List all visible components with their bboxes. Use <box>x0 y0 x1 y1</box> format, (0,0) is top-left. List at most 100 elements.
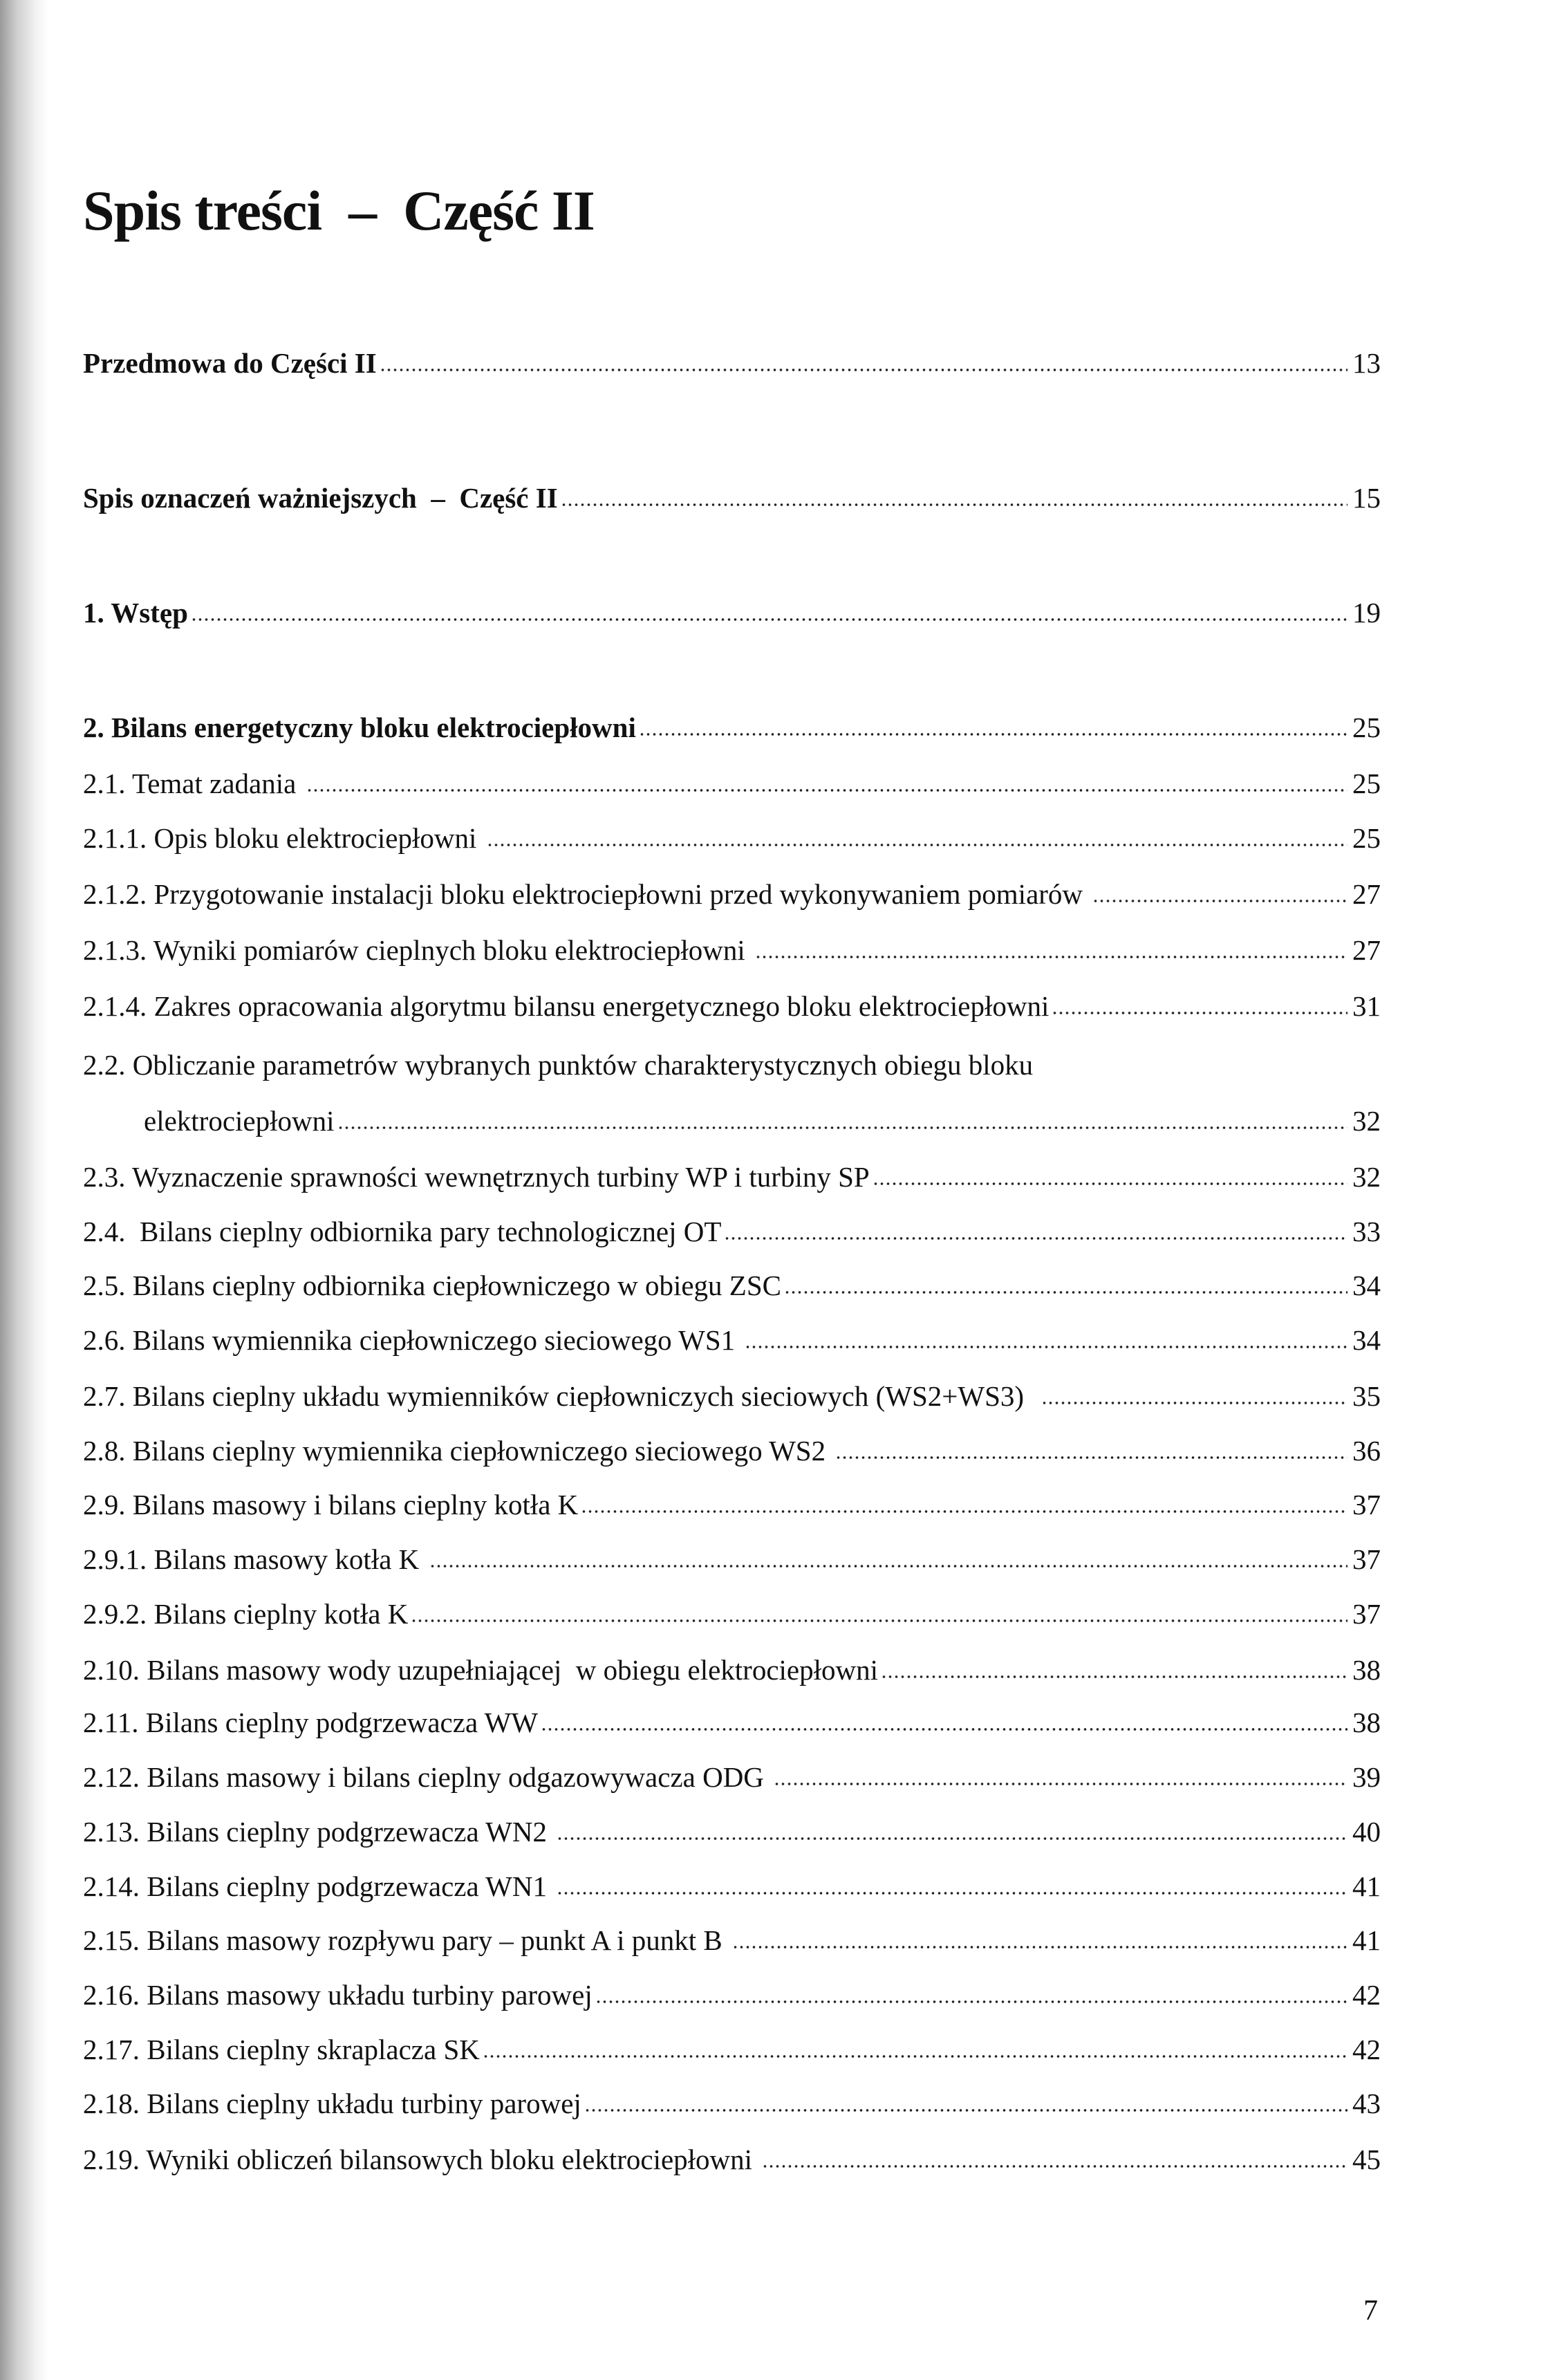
toc-entry-page: 19 <box>1352 597 1381 629</box>
toc-entry-page: 39 <box>1352 1761 1381 1794</box>
toc-entry-label: 2.9.2. Bilans cieplny kotła K <box>83 1597 409 1630</box>
toc-entry: 2.1. Temat zadania 25 <box>83 763 1381 804</box>
toc-entry-label: 2.8. Bilans cieplny wymiennika ciepłowni… <box>83 1434 833 1467</box>
toc-entry: 2.13. Bilans cieplny podgrzewacza WN2 40 <box>83 1811 1381 1852</box>
dot-leader <box>581 1509 1347 1515</box>
toc-entry-label: 2.16. Bilans masowy układu turbiny parow… <box>83 1979 593 2011</box>
toc-entry: 2. Bilans energetyczny bloku elektrociep… <box>83 707 1381 748</box>
dot-leader <box>1092 898 1347 904</box>
dot-leader <box>872 1180 1347 1187</box>
toc-entry-label: Spis oznaczeń ważniejszych – Część II <box>83 481 558 514</box>
toc-entry: 2.1.4. Zakres opracowania algorytmu bila… <box>83 985 1381 1027</box>
dot-leader <box>557 1835 1347 1841</box>
toc-entry-page: 42 <box>1352 1979 1381 2011</box>
toc-entry-page: 37 <box>1352 1489 1381 1521</box>
toc-entry-label: 2.17. Bilans cieplny skraplacza SK <box>83 2033 480 2065</box>
dot-leader <box>306 788 1347 794</box>
toc-entry: 2.6. Bilans wymiennika ciepłowniczego si… <box>83 1319 1381 1361</box>
toc-entry: 2.9.2. Bilans cieplny kotła K 37 <box>83 1593 1381 1635</box>
dot-leader <box>732 1944 1347 1951</box>
dot-leader <box>784 1290 1347 1296</box>
toc-entry: 2.11. Bilans cieplny podgrzewacza WW 38 <box>83 1702 1381 1743</box>
dot-leader <box>745 1344 1347 1350</box>
toc-entry: 2.3. Wyznaczenie sprawności wewnętrznych… <box>83 1156 1381 1198</box>
dot-leader <box>429 1563 1347 1570</box>
dot-leader <box>379 367 1347 373</box>
toc-entry-label: 2.2. Obliczanie parametrów wybranych pun… <box>83 1049 1034 1081</box>
toc-entry: 2.1.2. Przygotowanie instalacji bloku el… <box>83 873 1381 915</box>
toc-entry-label: 2.11. Bilans cieplny podgrzewacza WW <box>83 1707 539 1739</box>
toc-entry-page: 37 <box>1352 1543 1381 1576</box>
toc-entry: 2.17. Bilans cieplny skraplacza SK 42 <box>83 2029 1381 2070</box>
toc-entry-page: 31 <box>1352 989 1381 1022</box>
toc-entry: 2.1.1. Opis bloku elektrociepłowni 25 <box>83 817 1381 859</box>
toc-entry-label: 2. Bilans energetyczny bloku elektrociep… <box>83 712 636 744</box>
dot-leader <box>595 1999 1347 2005</box>
toc-entry-label: 2.10. Bilans masowy wody uzupełniającej … <box>83 1653 879 1686</box>
toc-entry-page: 41 <box>1352 1924 1381 1957</box>
dot-leader <box>638 732 1347 738</box>
toc-entry: 2.16. Bilans masowy układu turbiny parow… <box>83 1974 1381 2016</box>
toc-entry-page: 38 <box>1352 1707 1381 1739</box>
dot-leader <box>835 1454 1347 1460</box>
toc-entry-page: 43 <box>1352 2088 1381 2120</box>
toc-entry-label: 2.9.1. Bilans masowy kotła K <box>83 1543 427 1576</box>
toc-entry-label: 2.15. Bilans masowy rozpływu pary – punk… <box>83 1924 729 1957</box>
toc-entry: 2.8. Bilans cieplny wymiennika ciepłowni… <box>83 1430 1381 1471</box>
dot-leader <box>411 1617 1347 1624</box>
toc-entry-label: 2.7. Bilans cieplny układu wymienników c… <box>83 1379 1038 1412</box>
toc-entry-page: 32 <box>1352 1104 1381 1137</box>
toc-entry-page: 27 <box>1352 877 1381 910</box>
toc-entry: 2.15. Bilans masowy rozpływu pary – punk… <box>83 1919 1381 1961</box>
toc-entry: 2.7. Bilans cieplny układu wymienników c… <box>83 1375 1381 1417</box>
toc-entry-label: Przedmowa do Części II <box>83 347 377 380</box>
toc-entry-page: 45 <box>1352 2144 1381 2176</box>
toc-entry-label: 2.13. Bilans cieplny podgrzewacza WN2 <box>83 1815 554 1848</box>
toc-entry-label: 2.1.1. Opis bloku elektrociepłowni <box>83 821 484 854</box>
dot-leader <box>541 1727 1347 1733</box>
toc-entry-page: 32 <box>1352 1160 1381 1193</box>
toc-entry: elektrociepłowni 32 <box>144 1100 1381 1142</box>
dot-leader <box>881 1673 1347 1680</box>
toc-entry-label: 2.12. Bilans masowy i bilans cieplny odg… <box>83 1761 772 1794</box>
toc-entry-label: 2.6. Bilans wymiennika ciepłowniczego si… <box>83 1324 743 1357</box>
toc-entry-label: 2.3. Wyznaczenie sprawności wewnętrznych… <box>83 1160 870 1193</box>
toc-entry: 2.14. Bilans cieplny podgrzewacza WN1 41 <box>83 1866 1381 1907</box>
toc-entry: Spis oznaczeń ważniejszych – Część II 15 <box>83 477 1381 519</box>
toc-entry-label: 2.19. Wyniki obliczeń bilansowych bloku … <box>83 2144 760 2176</box>
toc-entry-page: 33 <box>1352 1215 1381 1247</box>
dot-leader <box>486 842 1347 848</box>
toc-entry: 2.1.3. Wyniki pomiarów cieplnych bloku e… <box>83 929 1381 971</box>
toc-entry-label: 2.9. Bilans masowy i bilans cieplny kotł… <box>83 1489 579 1521</box>
dot-leader <box>557 1890 1347 1896</box>
toc-entry-page: 37 <box>1352 1597 1381 1630</box>
toc-entry: 2.12. Bilans masowy i bilans cieplny odg… <box>83 1756 1381 1798</box>
dot-leader <box>337 1124 1347 1131</box>
toc-entry-label: elektrociepłowni <box>144 1104 335 1137</box>
dot-leader <box>774 1781 1347 1787</box>
toc-entry-page: 40 <box>1352 1815 1381 1848</box>
toc-entry-label: 2.1.2. Przygotowanie instalacji bloku el… <box>83 877 1090 910</box>
toc-entry: 2.2. Obliczanie parametrów wybranych pun… <box>83 1044 1381 1086</box>
toc-entry-label: 2.1.4. Zakres opracowania algorytmu bila… <box>83 989 1050 1022</box>
toc-entry-page: 42 <box>1352 2033 1381 2065</box>
toc-entry: 2.4. Bilans cieplny odbiornika pary tech… <box>83 1211 1381 1252</box>
toc-entry: 2.19. Wyniki obliczeń bilansowych bloku … <box>83 2139 1381 2180</box>
toc-entry: 2.9.1. Bilans masowy kotła K 37 <box>83 1538 1381 1580</box>
toc-entry-page: 34 <box>1352 1324 1381 1357</box>
toc-entry: 2.9. Bilans masowy i bilans cieplny kotł… <box>83 1484 1381 1525</box>
dot-leader <box>584 2108 1347 2114</box>
dot-leader <box>560 501 1347 508</box>
scan-shadow <box>0 0 48 2380</box>
toc-entry-page: 13 <box>1352 347 1381 380</box>
toc-entry-page: 41 <box>1352 1870 1381 1902</box>
dot-leader <box>1052 1010 1347 1016</box>
dot-leader <box>724 1235 1347 1241</box>
toc-entry-page: 15 <box>1352 481 1381 514</box>
toc-entry-page: 25 <box>1352 712 1381 744</box>
dot-leader <box>1036 1069 1347 1075</box>
dot-leader <box>755 954 1347 960</box>
dot-leader <box>482 2053 1347 2059</box>
toc-entry-label: 2.14. Bilans cieplny podgrzewacza WN1 <box>83 1870 554 1902</box>
toc-entry-label: 2.1.3. Wyniki pomiarów cieplnych bloku e… <box>83 933 753 966</box>
